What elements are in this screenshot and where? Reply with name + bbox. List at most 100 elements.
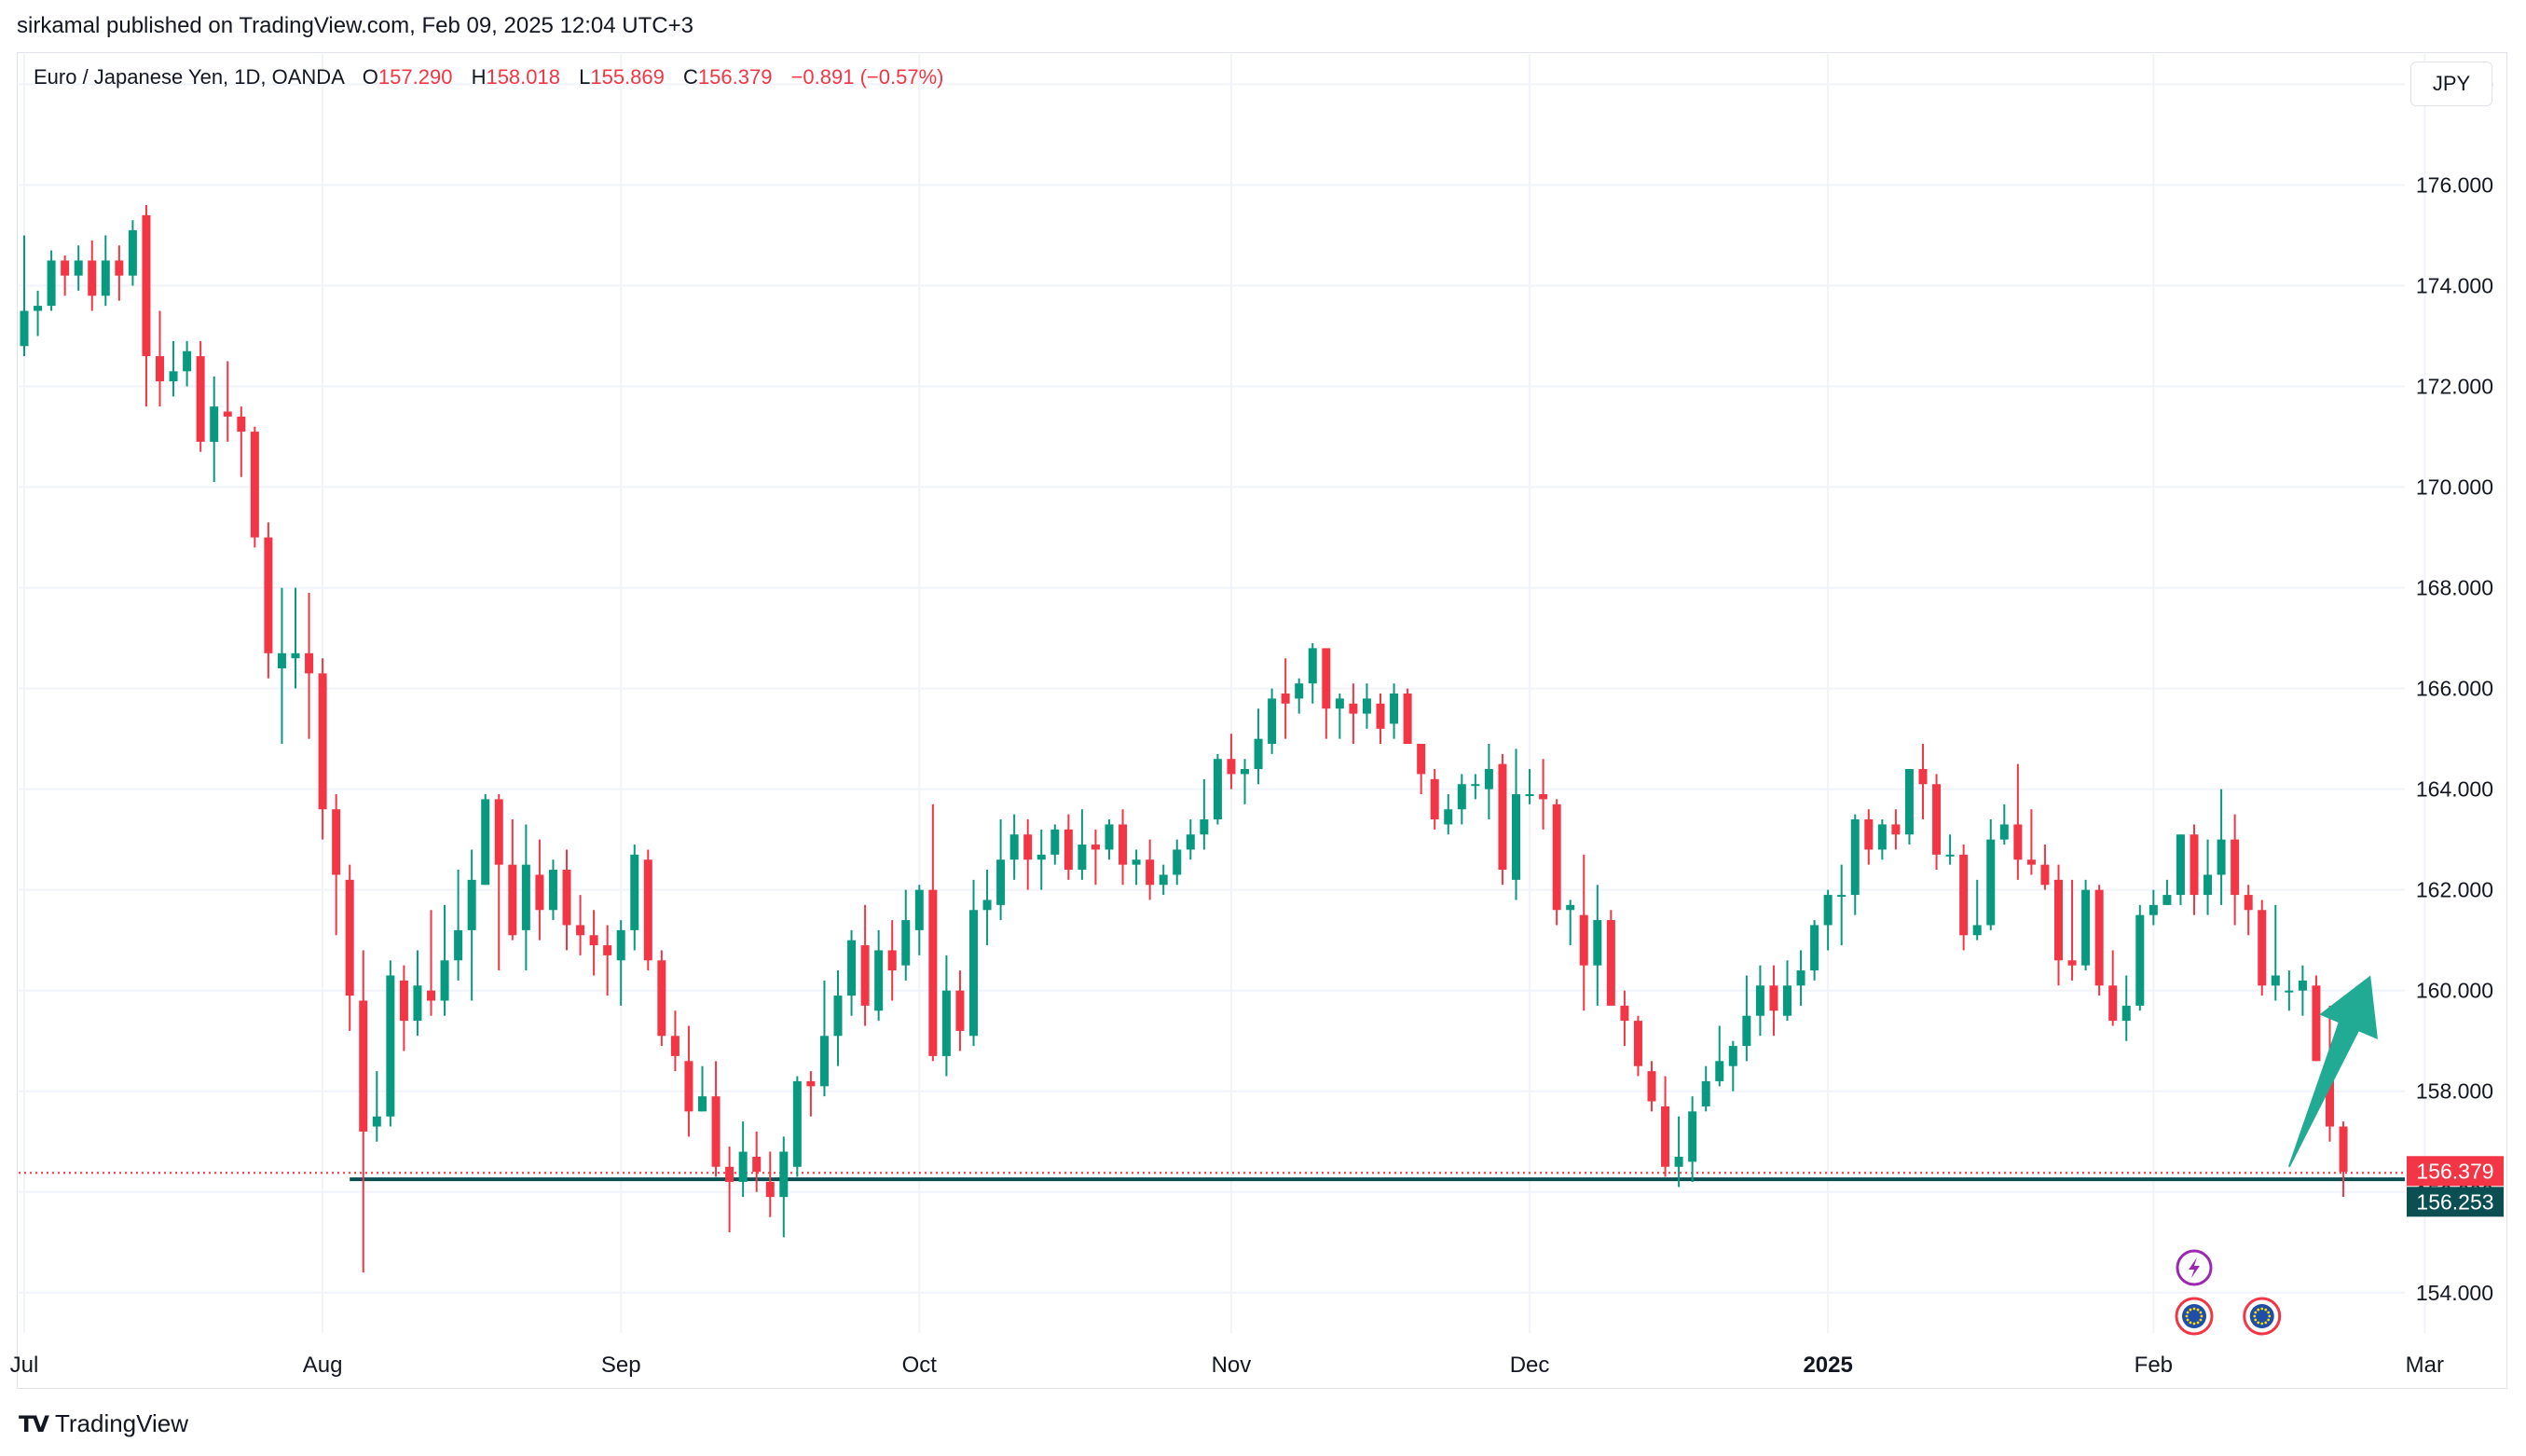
candle <box>670 1010 680 1072</box>
candle <box>603 925 612 996</box>
candle <box>847 929 857 1016</box>
candle-body <box>128 230 137 276</box>
candle <box>372 1071 381 1142</box>
candle <box>1810 920 1819 981</box>
candle <box>1091 829 1100 886</box>
candle <box>196 340 205 452</box>
candle <box>914 885 924 955</box>
candle-body <box>2081 889 2091 966</box>
candle-body <box>1606 920 1615 1006</box>
candle <box>901 889 911 981</box>
x-tick-label: Oct <box>902 1353 938 1378</box>
candle-body <box>1633 1021 1642 1066</box>
candle <box>1376 694 1385 745</box>
brand-footer[interactable]: TV TradingView <box>19 1409 188 1438</box>
candle <box>1837 864 1846 946</box>
candle-body <box>223 411 232 417</box>
y-tick-label: 160.000 <box>2416 979 2493 1003</box>
eu-star <box>2267 1311 2271 1314</box>
support-line-group <box>19 1172 2405 1182</box>
candle-body <box>1471 784 1480 787</box>
candle <box>1647 1061 1656 1112</box>
candle-body <box>1647 1071 1656 1102</box>
candle-body <box>969 910 978 1037</box>
candle <box>427 910 435 1016</box>
symbol-label[interactable]: Euro / Japanese Yen, 1D, OANDA <box>34 65 344 89</box>
candle <box>386 960 395 1127</box>
candle-body <box>2312 985 2321 1062</box>
candle <box>860 904 870 1026</box>
candle <box>765 1151 775 1217</box>
candle-body <box>2203 874 2213 896</box>
candle-body <box>1254 738 1263 770</box>
candle <box>74 245 83 291</box>
candle-body <box>2013 824 2023 860</box>
candle-body <box>1200 819 1209 835</box>
candle <box>1349 683 1358 745</box>
candle <box>1132 849 1141 886</box>
eu-star <box>2196 1321 2200 1325</box>
candle-body <box>1335 698 1344 709</box>
candle-body <box>1430 778 1439 820</box>
candle-body <box>833 996 843 1037</box>
candle-body <box>1999 824 2009 840</box>
candle <box>1335 694 1344 739</box>
candle <box>1999 804 2009 845</box>
candle <box>1281 658 1290 739</box>
eu-star <box>2254 1318 2258 1322</box>
candle-body <box>440 960 449 1001</box>
candle-body <box>1837 895 1846 898</box>
candle-body <box>1403 694 1412 745</box>
candle <box>1444 794 1453 835</box>
candle-body <box>2298 980 2307 991</box>
x-axis: Jul Aug Sep Oct Nov Dec 2025 Feb Mar <box>10 1353 2444 1378</box>
y-tick-label: 168.000 <box>2416 576 2493 600</box>
candle-body <box>1891 824 1901 835</box>
eu-star <box>2185 1314 2189 1318</box>
candle <box>1390 683 1399 739</box>
candle <box>711 1061 721 1177</box>
candle <box>1674 1116 1683 1188</box>
candle <box>20 235 29 357</box>
candle <box>1064 814 1073 880</box>
trend-arrow-group <box>2287 975 2378 1168</box>
candle <box>101 235 110 307</box>
low-label: L <box>579 65 591 89</box>
candle-body <box>657 960 666 1037</box>
candle <box>2231 814 2240 926</box>
candle-body <box>1119 824 1128 865</box>
candle <box>1661 1076 1670 1177</box>
candle <box>792 1076 802 1177</box>
eu-flag-icon[interactable] <box>2243 1297 2282 1336</box>
grid-lines <box>19 54 2426 1333</box>
candle-body <box>874 950 884 1011</box>
eu-flag-icon-disc <box>2249 1304 2274 1328</box>
candle <box>2217 789 2226 905</box>
candle <box>142 205 151 407</box>
candle-body <box>1755 985 1764 1016</box>
candle-body <box>2026 859 2036 865</box>
low-value: 155.869 <box>590 65 665 89</box>
candle-body <box>494 799 503 865</box>
candle <box>183 340 192 387</box>
candle-body <box>250 432 259 538</box>
currency-button[interactable]: JPY <box>2410 62 2492 106</box>
candle-body <box>169 371 178 382</box>
eu-star <box>2189 1308 2192 1312</box>
brand-label: TradingView <box>54 1409 189 1437</box>
candle <box>34 290 43 337</box>
candle-body <box>1484 769 1493 790</box>
candle-body <box>2285 990 2294 993</box>
eu-flag-icon[interactable] <box>2175 1297 2214 1336</box>
high-value: 158.018 <box>486 65 560 89</box>
last-price-label-bg <box>2407 1156 2504 1187</box>
candle <box>2121 975 2131 1041</box>
candle-body <box>454 929 463 961</box>
lightning-icon[interactable] <box>2176 1249 2213 1286</box>
candle-body <box>562 870 571 926</box>
candle <box>494 794 503 971</box>
candle-body <box>2040 864 2050 886</box>
candle <box>1430 769 1439 830</box>
trend-arrow[interactable] <box>2287 975 2378 1168</box>
